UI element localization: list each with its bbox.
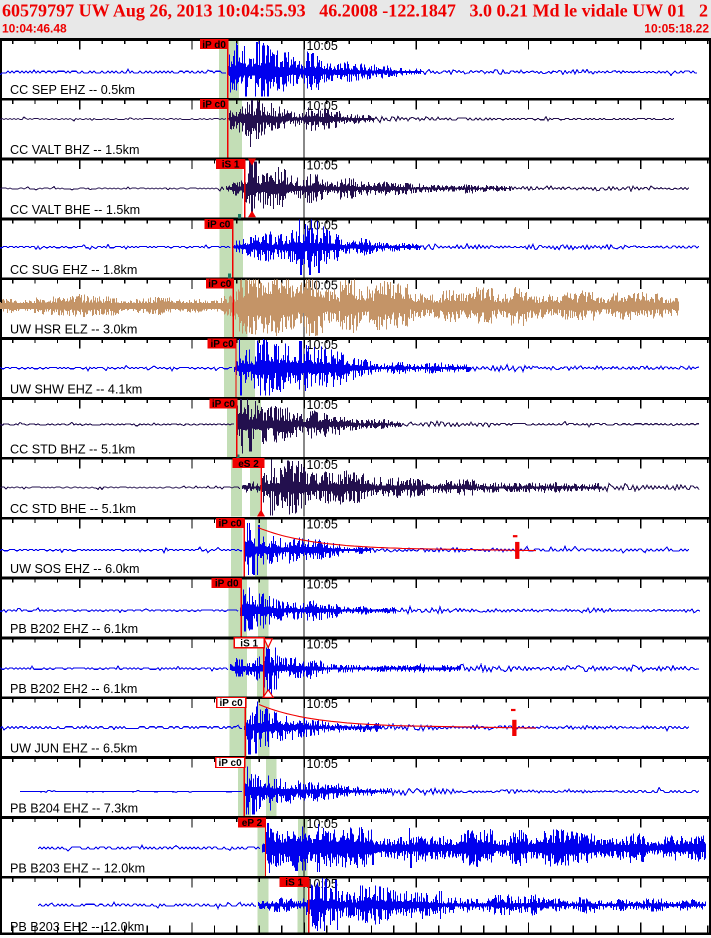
svg-text:PB B204 EHZ -- 7.3km: PB B204 EHZ -- 7.3km <box>10 802 138 816</box>
svg-text:10:05: 10:05 <box>307 637 338 651</box>
svg-text:UW SOS EHZ -- 6.0km: UW SOS EHZ -- 6.0km <box>10 562 139 576</box>
svg-text:10:05:18.22: 10:05:18.22 <box>644 22 709 36</box>
svg-text:UW JUN EHZ -- 6.5km: UW JUN EHZ -- 6.5km <box>10 742 137 756</box>
svg-text:iP c0: iP c0 <box>207 219 231 230</box>
svg-text:iP d0: iP d0 <box>215 578 239 589</box>
svg-text:iP c0: iP c0 <box>211 339 235 350</box>
svg-text:PB B203 EH2 -- 12.0km: PB B203 EH2 -- 12.0km <box>10 920 144 934</box>
svg-text:10:05: 10:05 <box>307 398 338 412</box>
svg-text:iP c0: iP c0 <box>212 399 236 410</box>
svg-text:iP c0: iP c0 <box>203 100 227 111</box>
svg-text:CC SUG EHZ -- 1.8km: CC SUG EHZ -- 1.8km <box>10 263 137 277</box>
svg-text:CC STD BHE -- 5.1km: CC STD BHE -- 5.1km <box>10 502 136 516</box>
svg-text:10:05: 10:05 <box>307 39 338 53</box>
svg-text:iP c0: iP c0 <box>219 519 243 530</box>
svg-text:PB B202 EH2 -- 6.1km: PB B202 EH2 -- 6.1km <box>10 682 137 696</box>
svg-text:10:04:46.48: 10:04:46.48 <box>2 22 67 36</box>
svg-text:CC STD BHZ -- 5.1km: CC STD BHZ -- 5.1km <box>10 442 135 456</box>
svg-text:CC VALT BHZ -- 1.5km: CC VALT BHZ -- 1.5km <box>10 143 139 157</box>
svg-text:10:05: 10:05 <box>307 518 338 532</box>
svg-text:PB B203 EHZ -- 12.0km: PB B203 EHZ -- 12.0km <box>10 861 145 875</box>
svg-text:eS 2: eS 2 <box>238 459 259 470</box>
svg-text:iP c0: iP c0 <box>220 698 244 709</box>
svg-text:10:05: 10:05 <box>307 757 338 771</box>
svg-text:iS 1: iS 1 <box>222 160 240 171</box>
svg-text:iP c0: iP c0 <box>219 758 243 769</box>
svg-text:10:05: 10:05 <box>307 817 338 831</box>
svg-text:10:05: 10:05 <box>307 578 338 592</box>
svg-text:eP 2: eP 2 <box>242 818 263 829</box>
svg-text:10:05: 10:05 <box>307 338 338 352</box>
svg-text:10:05: 10:05 <box>307 697 338 711</box>
svg-text:iP c0: iP c0 <box>208 279 232 290</box>
svg-text:60579797 UW Aug 26, 2013 10:04: 60579797 UW Aug 26, 2013 10:04:55.93 46.… <box>2 1 708 21</box>
svg-text:10:05: 10:05 <box>307 159 338 173</box>
svg-text:10:05: 10:05 <box>307 99 338 113</box>
svg-text:UW SHW EHZ -- 4.1km: UW SHW EHZ -- 4.1km <box>10 383 142 397</box>
svg-text:iS 1: iS 1 <box>285 878 303 889</box>
svg-text:iS 1: iS 1 <box>240 638 258 649</box>
svg-text:UW HSR ELZ -- 3.0km: UW HSR ELZ -- 3.0km <box>10 323 137 337</box>
svg-text:10:05: 10:05 <box>307 278 338 292</box>
svg-text:10:05: 10:05 <box>307 219 338 233</box>
svg-text:CC SEP EHZ -- 0.5km: CC SEP EHZ -- 0.5km <box>10 83 135 97</box>
svg-text:PB B202 EHZ -- 6.1km: PB B202 EHZ -- 6.1km <box>10 622 138 636</box>
svg-text:iP d0: iP d0 <box>202 40 226 51</box>
svg-text:CC VALT BHE -- 1.5km: CC VALT BHE -- 1.5km <box>10 203 140 217</box>
svg-text:10:05: 10:05 <box>307 458 338 472</box>
